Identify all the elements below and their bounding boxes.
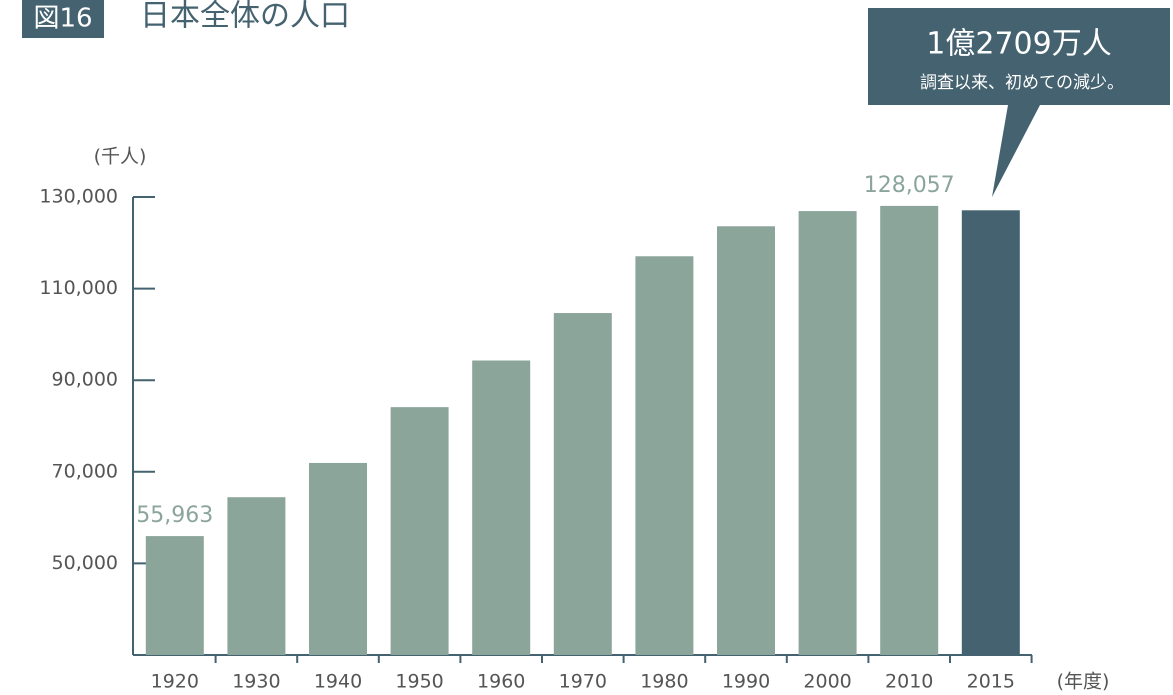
y-axis-label: (千人) [94,146,147,168]
x-tick-label: 1970 [559,671,607,693]
bar [227,497,286,655]
x-tick-label: 1940 [314,671,362,693]
chart-title: 日本全体の人口 [140,0,350,34]
bar [145,536,204,655]
x-tick-label: 1930 [232,671,280,693]
bar [961,210,1020,655]
x-tick-label: 1990 [722,671,770,693]
y-tick-label: 90,000 [52,369,118,391]
bar [472,360,531,655]
callout-text: 調査以来、初めての減少。 [920,73,1124,93]
bar [798,211,857,655]
bar [635,256,694,655]
y-tick-label: 70,000 [52,460,118,482]
x-tick-label: 1980 [640,671,688,693]
x-axis-label: (年度) [1057,671,1110,693]
badge: 図16 [33,4,92,34]
x-tick-label: 2010 [885,671,933,693]
bar [880,205,939,656]
bar [309,462,367,655]
data-label: 55,963 [136,503,213,528]
y-tick-label: 110,000 [39,277,118,299]
callout [868,8,1170,197]
bar [553,313,612,655]
y-tick-label: 130,000 [39,186,118,208]
y-tick-label: 50,000 [52,552,118,574]
x-tick-label: 1960 [477,671,525,693]
bar [390,407,449,655]
callout-headline: 1億2709万人 [926,27,1111,62]
x-tick-label: 2000 [803,671,851,693]
x-tick-label: 2015 [967,671,1015,693]
badge-box [22,0,104,38]
x-tick-label: 1950 [395,671,443,693]
data-label: 128,057 [864,173,955,198]
x-tick-label: 1920 [151,671,199,693]
bar [717,226,775,655]
